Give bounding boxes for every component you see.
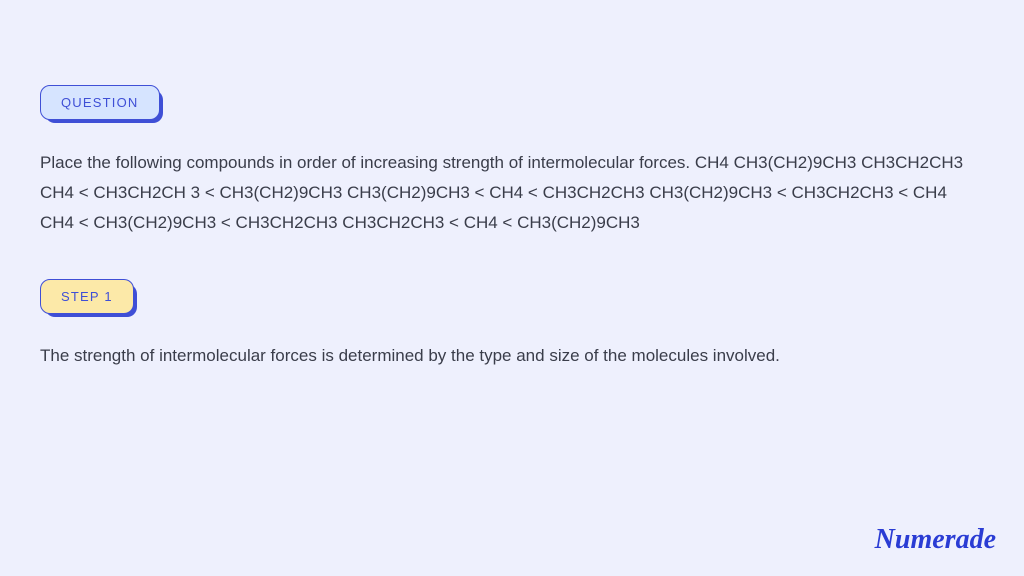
step-text: The strength of intermolecular forces is… (40, 342, 984, 371)
question-text: Place the following compounds in order o… (40, 148, 984, 237)
step-badge: STEP 1 (40, 279, 134, 314)
step-badge-label: STEP 1 (61, 289, 113, 304)
brand-logo: Numerade (875, 524, 996, 556)
content-area: QUESTION Place the following compounds i… (0, 0, 1024, 411)
question-badge-label: QUESTION (61, 95, 139, 110)
question-badge: QUESTION (40, 85, 160, 120)
